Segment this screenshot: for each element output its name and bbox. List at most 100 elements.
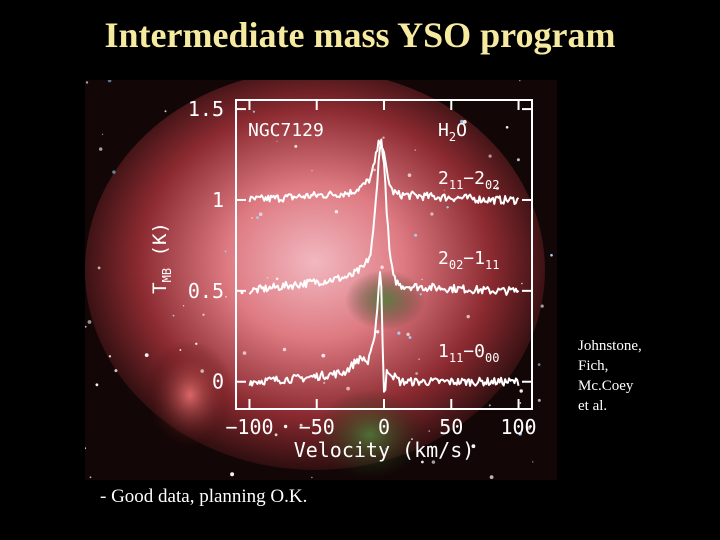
star [101, 133, 104, 136]
star [460, 119, 464, 124]
star [414, 233, 418, 237]
star [375, 330, 380, 334]
star [527, 426, 531, 430]
bullet-text: - Good data, planning O.K. [100, 486, 308, 507]
star [282, 347, 287, 352]
x-tick-label: −100 [225, 415, 273, 439]
star [182, 305, 185, 307]
x-tick-label: −50 [299, 415, 335, 439]
star [225, 295, 228, 298]
molecule-label: H2O [438, 120, 467, 144]
star [99, 147, 103, 151]
star [421, 278, 423, 280]
spectral-traces [248, 138, 520, 393]
star [230, 472, 235, 477]
x-tick-label: 100 [500, 415, 536, 439]
series-label: 202−111 [438, 248, 499, 272]
star [252, 110, 255, 113]
star [462, 120, 467, 124]
star [84, 447, 86, 450]
star [85, 81, 89, 84]
star [385, 448, 387, 450]
x-tick-label: 50 [439, 415, 463, 439]
star [489, 475, 494, 479]
star [256, 216, 259, 220]
star [415, 372, 418, 375]
star [397, 331, 401, 335]
star [242, 351, 247, 355]
star [550, 253, 553, 257]
star [202, 313, 205, 316]
star [408, 336, 412, 339]
star [421, 460, 424, 464]
star [516, 158, 520, 162]
star [466, 314, 470, 319]
star [112, 170, 116, 174]
star [521, 282, 523, 285]
star [84, 325, 87, 328]
star [532, 461, 534, 463]
star [97, 266, 101, 270]
nebula-svg [84, 70, 557, 480]
star-field [84, 78, 553, 479]
star [321, 353, 326, 358]
star [406, 332, 410, 337]
tick-labels: −100 −50 0 50 100 0 0.5 1 1.5 [188, 97, 537, 439]
star [431, 460, 436, 464]
star [114, 369, 118, 373]
star [276, 140, 278, 143]
star [443, 189, 445, 191]
star [144, 353, 149, 357]
axis-ticks [236, 100, 532, 409]
y-tick-label: 1 [212, 188, 224, 212]
star [540, 304, 544, 308]
star [107, 78, 112, 83]
star [519, 389, 523, 393]
x-tick-label: 0 [378, 415, 390, 439]
star [471, 444, 476, 449]
star [324, 247, 327, 250]
star [407, 173, 412, 177]
spectrum-line-2 [248, 138, 520, 296]
nebula-background-image [84, 70, 557, 480]
star [224, 250, 227, 253]
star [382, 136, 385, 139]
y-tick-label: 0 [212, 370, 224, 394]
star [95, 383, 99, 387]
star [283, 424, 288, 429]
star [164, 110, 167, 113]
x-axis-label: Velocity (km/s) [294, 438, 475, 462]
spectrum-line-1 [248, 139, 520, 205]
star [108, 355, 112, 358]
star [195, 342, 198, 345]
star [419, 293, 422, 296]
star [411, 438, 413, 440]
star [89, 476, 92, 479]
star [334, 210, 339, 214]
star [495, 186, 499, 190]
star [518, 432, 522, 436]
star [274, 433, 278, 437]
star [251, 217, 254, 219]
star [172, 314, 175, 317]
star [311, 476, 313, 479]
series-label: 211−202 [438, 168, 499, 192]
star [162, 241, 165, 244]
star [179, 349, 182, 351]
star [537, 363, 541, 366]
star [380, 265, 384, 269]
star [346, 386, 350, 391]
spectrum-line-3 [248, 271, 520, 393]
y-axis-label: TMB (K) [149, 222, 174, 294]
star [505, 126, 509, 129]
star [87, 320, 92, 324]
star [519, 402, 522, 404]
y-tick-label: 1.5 [188, 97, 224, 121]
star [537, 398, 541, 402]
credit-line: Johnstone, [578, 338, 642, 354]
star [430, 212, 434, 216]
series-label: 111−000 [438, 341, 499, 365]
star [311, 170, 313, 172]
credit-line: Mc.Coey [578, 378, 634, 394]
